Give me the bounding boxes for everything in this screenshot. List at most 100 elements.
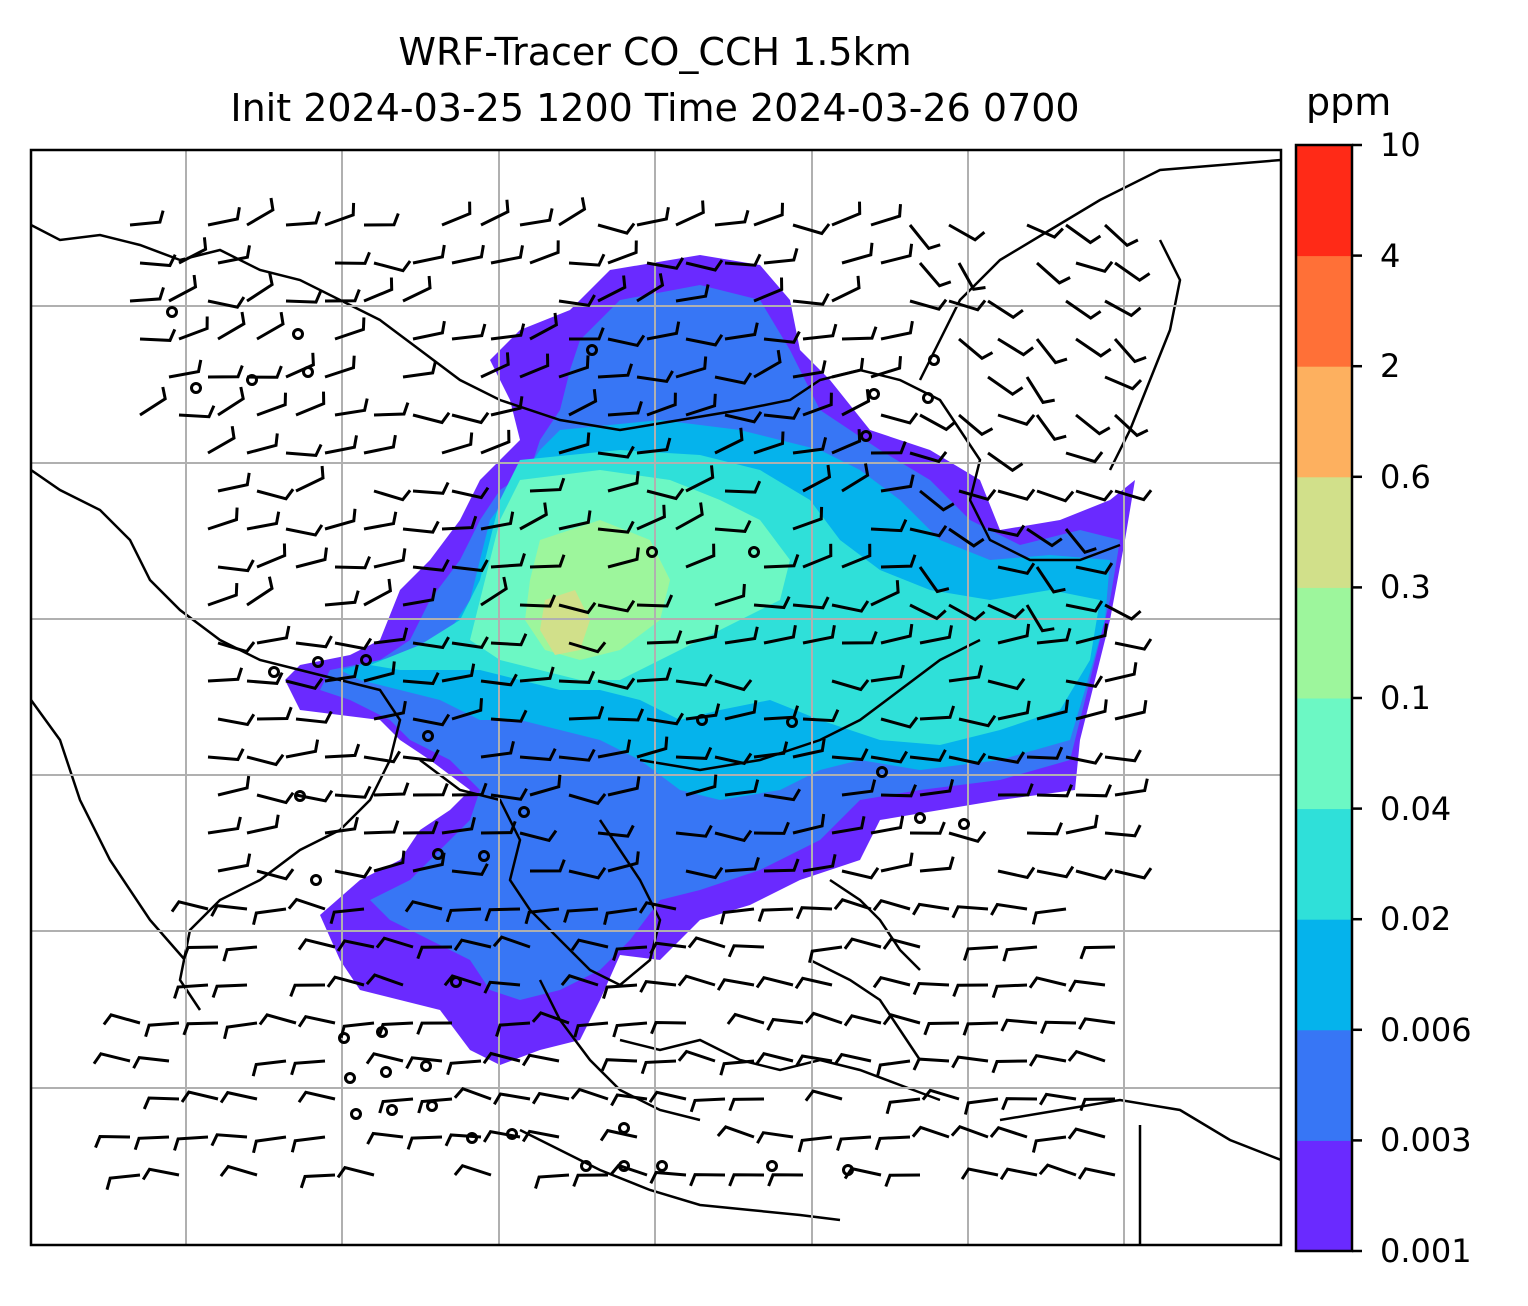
wind-barb: [207, 667, 244, 683]
wind-barb: [412, 783, 449, 797]
wind-barb: [841, 543, 872, 569]
wind-barb: [207, 748, 245, 762]
wind-barb: [173, 1135, 209, 1151]
wind-barb: [1068, 979, 1106, 993]
wind-barb: [217, 311, 246, 341]
wind-barb: [1035, 338, 1068, 365]
colorbar-segment: [1296, 587, 1352, 699]
wind-barb: [689, 1173, 726, 1187]
wind-barb: [1104, 299, 1142, 318]
wind-barb: [558, 355, 590, 379]
wind-barb: [987, 524, 1026, 538]
wind-barb: [872, 898, 911, 912]
calm-wind-marker: [268, 666, 280, 678]
wind-barb: [1075, 868, 1114, 881]
wind-barb: [636, 273, 665, 303]
wind-barb: [685, 393, 717, 417]
wind-barb: [568, 389, 598, 417]
wind-barb: [794, 976, 833, 990]
wind-barb: [373, 627, 409, 645]
wind-barb: [529, 554, 566, 569]
wind-barb: [1103, 223, 1139, 248]
wind-barb: [912, 981, 950, 996]
wind-barb: [219, 1090, 258, 1104]
calm-wind-marker: [696, 714, 708, 726]
wind-barb: [724, 480, 762, 494]
wind-barb: [753, 741, 789, 759]
wind-barb: [402, 587, 437, 607]
wind-barb: [675, 824, 713, 838]
wind-barb: [607, 776, 641, 797]
wind-barb: [997, 488, 1036, 501]
wind-barb: [287, 897, 326, 911]
wind-barb: [529, 477, 566, 493]
wind-barb: [297, 1015, 336, 1028]
wind-barb: [1038, 1163, 1077, 1177]
wind-barb: [402, 275, 432, 303]
wind-barb: [833, 1052, 872, 1066]
wind-barb: [1104, 603, 1142, 621]
wind-barb: [219, 1164, 258, 1178]
calm-wind-marker: [294, 790, 306, 802]
wind-barb: [841, 463, 870, 493]
wind-barb: [480, 673, 518, 687]
wind-barb: [207, 583, 239, 607]
wind-barb: [841, 326, 878, 341]
wind-barb: [129, 210, 165, 227]
wind-barb: [804, 1089, 843, 1102]
wind-barb: [997, 783, 1034, 797]
colorbar-unit-label: ppm: [1306, 80, 1392, 124]
wind-barb: [1065, 299, 1102, 320]
wind-barb: [217, 853, 252, 873]
wind-barb: [870, 664, 905, 683]
wind-barb: [987, 751, 1026, 764]
wind-barb: [490, 323, 526, 341]
wind-barb: [909, 749, 947, 763]
wind-barb: [831, 275, 861, 303]
wind-barb: [324, 816, 359, 835]
colorbar-tick-label: 0.001: [1380, 1232, 1472, 1270]
wind-barb: [217, 472, 251, 493]
wind-barb: [597, 677, 636, 690]
wind-barb: [207, 507, 239, 531]
wind-barb: [451, 782, 488, 797]
wind-barb: [480, 511, 515, 531]
wind-barb: [950, 1124, 989, 1139]
wind-barb: [412, 320, 446, 341]
wind-barb: [1000, 1018, 1038, 1032]
wind-barb: [792, 506, 824, 531]
wind-barb: [568, 705, 605, 721]
wind-barb: [948, 752, 987, 766]
wind-barb: [1075, 784, 1112, 798]
wind-barb: [217, 775, 251, 797]
wind-barb: [997, 700, 1031, 721]
wind-barb: [373, 850, 406, 873]
wind-barb: [451, 636, 489, 650]
wind-barb: [753, 431, 785, 455]
wind-barb: [246, 671, 284, 685]
wind-barb: [1065, 600, 1104, 613]
wind-barb: [1114, 489, 1153, 502]
wind-barb: [573, 1021, 609, 1038]
wind-barb: [1040, 1020, 1077, 1034]
wind-barb: [880, 554, 917, 569]
wind-barb: [373, 548, 407, 569]
wind-barb: [529, 859, 566, 873]
wind-barb: [997, 866, 1036, 880]
colorbar-tick-label: 10: [1380, 126, 1421, 164]
wind-barb: [755, 975, 794, 989]
wind-barb: [139, 386, 167, 417]
wind-barb: [870, 518, 908, 533]
wind-barb: [568, 866, 607, 880]
wind-barb: [451, 411, 490, 425]
wind-barb: [646, 712, 684, 726]
wind-barb: [363, 578, 393, 607]
wind-barb: [558, 197, 587, 227]
wind-barb: [453, 1086, 492, 1101]
wind-barb: [446, 1059, 482, 1076]
wind-barb: [908, 224, 941, 251]
wind-barb: [334, 251, 371, 265]
wind-barb: [217, 713, 256, 727]
wind-barb: [649, 1170, 687, 1184]
wind-barb: [607, 851, 640, 873]
